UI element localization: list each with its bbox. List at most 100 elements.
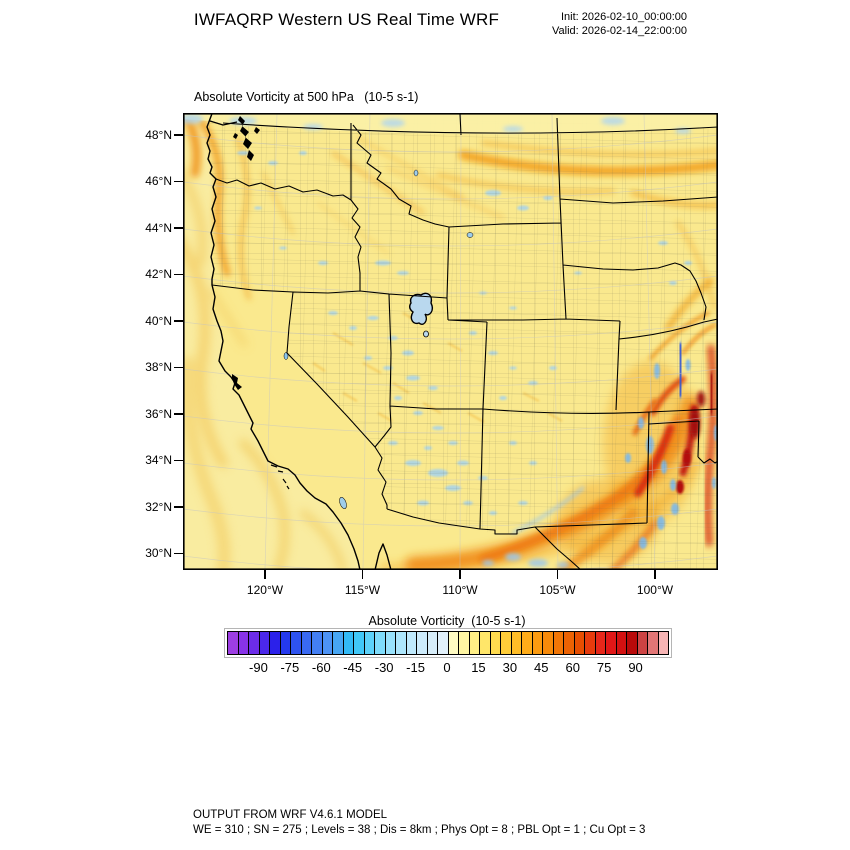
colorbar-segment [248, 632, 259, 654]
colorbar-segment [489, 632, 500, 654]
footer-line2: WE = 310 ; SN = 275 ; Levels = 38 ; Dis … [193, 824, 646, 836]
lat-tick-label: 34°N [145, 453, 172, 467]
colorbar-tick-label: -90 [249, 660, 268, 675]
lat-tick-mark [174, 227, 183, 229]
lat-tick-label: 44°N [145, 220, 172, 235]
flathead-lake [413, 169, 419, 177]
colorbar-segment [605, 632, 616, 654]
colorbar-segment [500, 632, 511, 654]
colorbar [227, 631, 669, 655]
colorbar-segment [521, 632, 532, 654]
colorbar-title: Absolute Vorticity (10-5 s-1) [368, 614, 526, 628]
lon-tick-label: 110°W [442, 583, 478, 597]
colorbar-segment [228, 632, 238, 654]
colorbar-segment [269, 632, 280, 654]
colorbar-segment [258, 632, 269, 654]
puget-sound [233, 116, 260, 161]
lat-tick-label: 36°N [145, 406, 172, 421]
colorbar-segment [311, 632, 322, 654]
channel-islands [270, 464, 290, 490]
colorbar-segment [237, 632, 248, 654]
colorbar-segment [636, 632, 647, 654]
utah-lake [423, 330, 429, 338]
colorbar-segment [657, 632, 668, 654]
vorticity-map-svg [183, 113, 719, 570]
colorbar-segment [374, 632, 385, 654]
lat-tick-mark [174, 413, 183, 415]
colorbar-segment [458, 632, 469, 654]
valid-timestamp: Valid: 2026-02-14_22:00:00 [552, 24, 687, 37]
lon-tick-mark [556, 570, 559, 579]
colorbar-segment [552, 632, 563, 654]
colorbar-segment [279, 632, 290, 654]
lat-tick-mark [174, 366, 183, 369]
colorbar-segment [542, 632, 553, 654]
lat-tick-label: 32°N [145, 499, 172, 514]
colorbar-tick-label: -30 [374, 660, 394, 675]
colorbar-segment [342, 632, 353, 654]
lat-tick-label: 48°N [145, 127, 172, 142]
colorbar-segment [384, 632, 395, 654]
colorbar-segment [300, 632, 311, 654]
model-info-footer: OUTPUT FROM WRF V4.6.1 MODEL WE = 310 ; … [193, 808, 645, 838]
lon-tick-mark [654, 570, 656, 579]
lat-tick-label: 42°N [145, 267, 172, 281]
lat-tick-mark [174, 180, 183, 183]
great-salt-lake [408, 292, 434, 325]
mexico-border-blue-patches [482, 553, 569, 568]
map-frame [183, 113, 719, 570]
colorbar-tick-label: -60 [311, 660, 331, 675]
san-francisco-bay [232, 374, 242, 390]
coastline [206, 113, 392, 570]
colorbar-tick-label: 75 [596, 660, 612, 675]
vorticity-map [183, 113, 719, 570]
colorbar-segment [363, 632, 374, 654]
colorbar-segment [447, 632, 458, 654]
lat-tick-mark [174, 552, 183, 555]
colorbar-tick-label: 90 [628, 660, 643, 675]
colorbar-segment [426, 632, 437, 654]
colorbar-segment [615, 632, 626, 654]
colorbar-segment [437, 632, 448, 654]
lat-tick-label: 38°N [145, 360, 172, 374]
lat-tick-mark [174, 134, 183, 136]
colorbar-segment [647, 632, 658, 654]
colorbar-tick-label: -75 [280, 660, 300, 675]
colorbar-tick-label: 15 [471, 660, 486, 675]
colorbar-tick-label: -15 [406, 660, 425, 675]
footer-line1: OUTPUT FROM WRF V4.6.1 MODEL [193, 809, 388, 821]
lake-tahoe [283, 352, 289, 360]
lat-tick-label: 40°N [145, 313, 172, 328]
colorbar-segment [395, 632, 406, 654]
colorbar-segment [290, 632, 301, 654]
colorbar-segment [353, 632, 364, 654]
colorbar-segment [626, 632, 637, 654]
colorbar-tick-label: 60 [565, 660, 580, 675]
lon-tick-mark [361, 570, 364, 579]
lat-tick-mark [174, 320, 183, 322]
lon-tick-label: 105°W [539, 583, 576, 597]
salton-sea [339, 497, 347, 509]
lat-tick-mark [174, 506, 183, 508]
lakes [283, 169, 474, 509]
page-title: IWFAQRP Western US Real Time WRF [193, 10, 500, 29]
colorbar-segment [563, 632, 574, 654]
graticule [183, 113, 718, 570]
colorbar-segment [531, 632, 542, 654]
lon-tick-mark [264, 570, 266, 579]
init-timestamp: Init: 2026-02-10_00:00:00 [561, 11, 687, 23]
timestamp-block: Init: 2026-02-10_00:00:00 Valid: 2026-02… [552, 11, 687, 38]
lon-tick-label: 100°W [636, 583, 674, 597]
lon-tick-mark [459, 570, 461, 579]
lon-tick-label: 120°W [246, 583, 284, 597]
colorbar-tick-label: -45 [343, 660, 363, 675]
colorbar-segment [405, 632, 416, 654]
colorbar-segment [573, 632, 584, 654]
yellowstone-lake [466, 232, 474, 238]
colorbar-segment [468, 632, 479, 654]
lat-tick-label: 30°N [145, 546, 172, 560]
colorbar-segment [479, 632, 490, 654]
state-borders [211, 113, 718, 570]
map-title: Absolute Vorticity at 500 hPa (10-5 s-1) [194, 90, 419, 104]
